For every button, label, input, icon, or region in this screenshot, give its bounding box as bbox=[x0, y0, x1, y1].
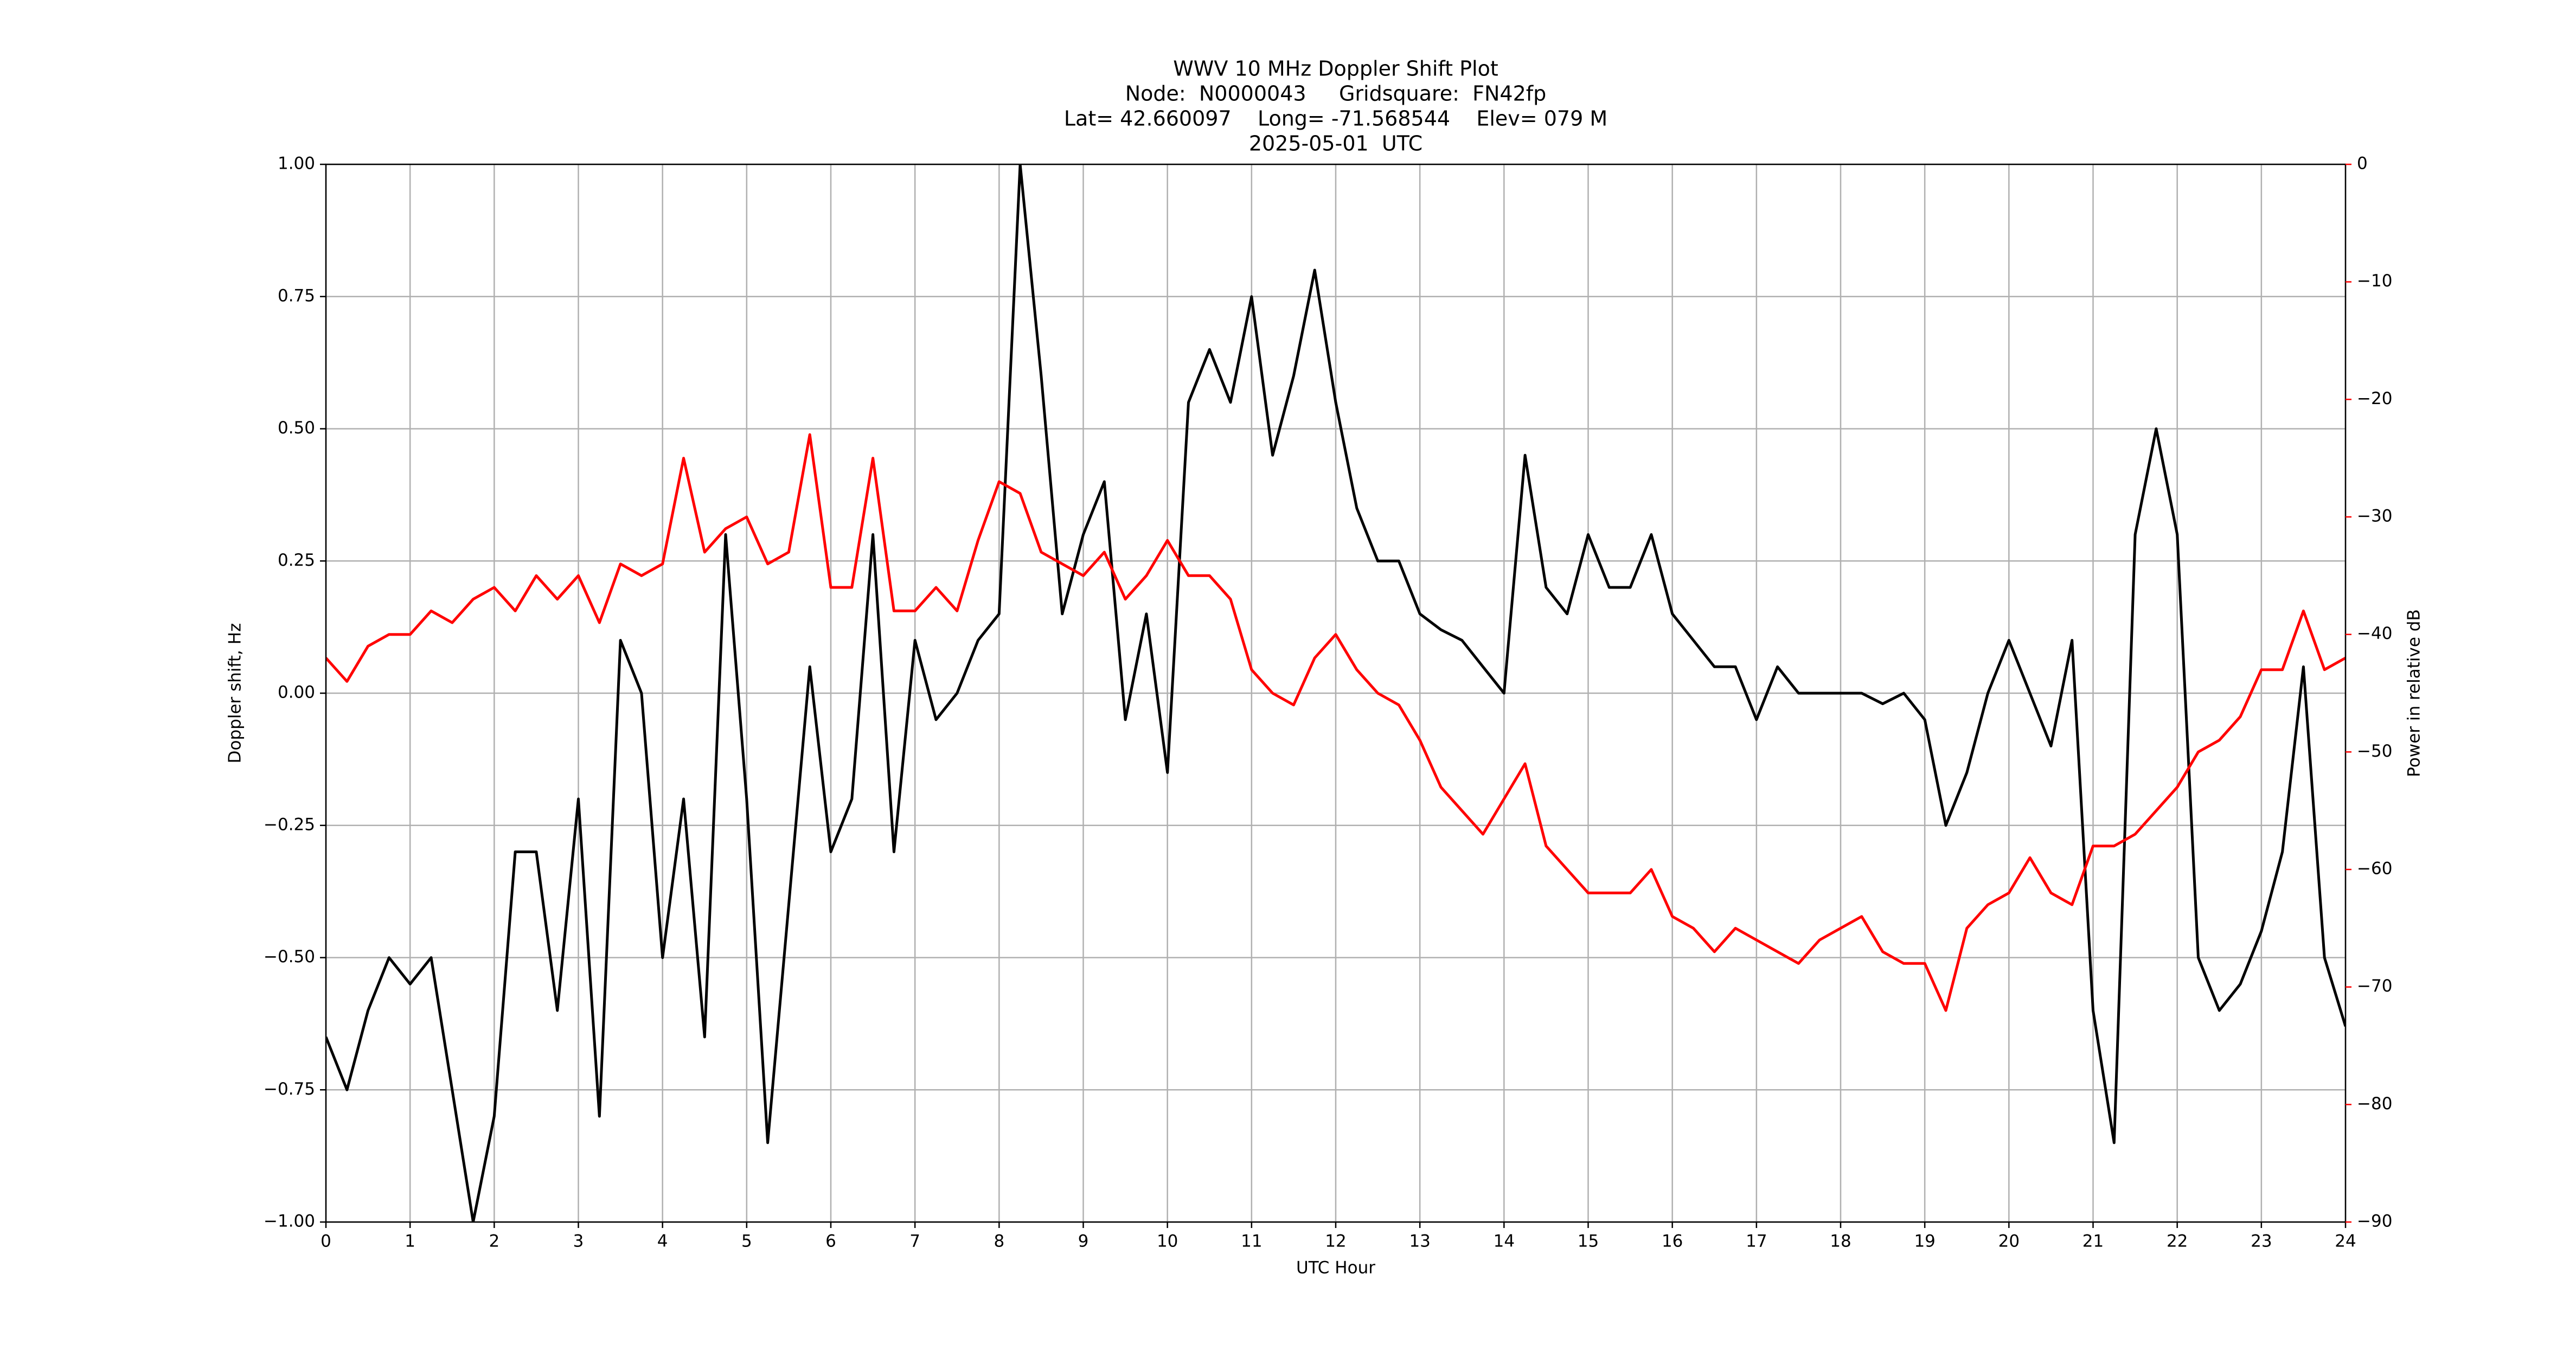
y-tick-label: 0.75 bbox=[278, 286, 315, 305]
y-tick-label: 1.00 bbox=[278, 154, 315, 174]
x-tick-label: 6 bbox=[825, 1232, 836, 1251]
data-line bbox=[326, 433, 2346, 1012]
data-line bbox=[326, 164, 2346, 1222]
y-tick-label: 0.25 bbox=[278, 551, 315, 570]
x-tick-label: 5 bbox=[741, 1232, 752, 1251]
plot-area bbox=[326, 164, 2346, 1222]
y2-axis-label: Power in relative dB bbox=[2405, 609, 2424, 777]
y2-tick-label: −50 bbox=[2357, 741, 2392, 761]
x-tick-label: 0 bbox=[321, 1232, 331, 1251]
y-tick-label: 0.50 bbox=[278, 418, 315, 438]
chart-title: Lat= 42.660097 Long= -71.568544 Elev= 07… bbox=[1064, 107, 1607, 131]
chart-title: Node: N0000043 Gridsquare: FN42fp bbox=[1125, 82, 1547, 106]
x-tick-label: 19 bbox=[1914, 1232, 1935, 1251]
y2-tick-label: −20 bbox=[2357, 389, 2392, 408]
x-tick-label: 21 bbox=[2082, 1232, 2104, 1251]
x-tick-label: 7 bbox=[909, 1232, 920, 1251]
x-tick-label: 12 bbox=[1325, 1232, 1346, 1251]
y-tick-label: −0.75 bbox=[264, 1079, 315, 1099]
x-tick-label: 2 bbox=[489, 1232, 499, 1251]
x-tick-label: 1 bbox=[405, 1232, 415, 1251]
y-tick-label: −0.50 bbox=[264, 947, 315, 967]
x-tick-label: 3 bbox=[573, 1232, 584, 1251]
y2-tick-label: −40 bbox=[2357, 624, 2392, 643]
y2-tick-label: −70 bbox=[2357, 976, 2392, 996]
y2-tick-label: −80 bbox=[2357, 1094, 2392, 1114]
x-tick-label: 9 bbox=[1078, 1232, 1089, 1251]
x-tick-label: 20 bbox=[1998, 1232, 2020, 1251]
chart-title: WWV 10 MHz Doppler Shift Plot bbox=[1173, 57, 1498, 81]
y-axis-label: Doppler shift, Hz bbox=[226, 623, 245, 764]
x-tick-label: 23 bbox=[2251, 1232, 2272, 1251]
y-tick-label: −0.25 bbox=[264, 815, 315, 834]
x-tick-label: 15 bbox=[1578, 1232, 1599, 1251]
y2-tick-label: −30 bbox=[2357, 507, 2392, 526]
labels: 0 1 2 3 4 5 6 7 8 9 10 11 12 13 14 15 16 17 18 19 20 21 22 23 24… bbox=[264, 154, 2392, 1251]
x-tick-label: 13 bbox=[1409, 1232, 1430, 1251]
x-tick-label: 24 bbox=[2335, 1232, 2356, 1251]
y-tick-label: −1.00 bbox=[264, 1212, 315, 1231]
x-tick-label: 17 bbox=[1746, 1232, 1767, 1251]
x-tick-label: 22 bbox=[2167, 1232, 2188, 1251]
y2-tick-label: −90 bbox=[2357, 1212, 2392, 1231]
chart-title: 2025-05-01 UTC bbox=[1249, 132, 1422, 156]
y-tick-label: 0.00 bbox=[278, 683, 315, 702]
y2-tick-label: −10 bbox=[2357, 271, 2392, 291]
x-tick-label: 11 bbox=[1241, 1232, 1262, 1251]
y2-tick-label: −60 bbox=[2357, 859, 2392, 879]
y2-tick-label: 0 bbox=[2357, 154, 2368, 174]
x-tick-label: 14 bbox=[1494, 1232, 1515, 1251]
x-tick-label: 16 bbox=[1662, 1232, 1683, 1251]
x-tick-label: 18 bbox=[1830, 1232, 1851, 1251]
x-tick-label: 8 bbox=[994, 1232, 1004, 1251]
x-tick-label: 4 bbox=[657, 1232, 668, 1251]
x-axis-label: UTC Hour bbox=[1296, 1258, 1375, 1278]
x-tick-label: 10 bbox=[1157, 1232, 1178, 1251]
